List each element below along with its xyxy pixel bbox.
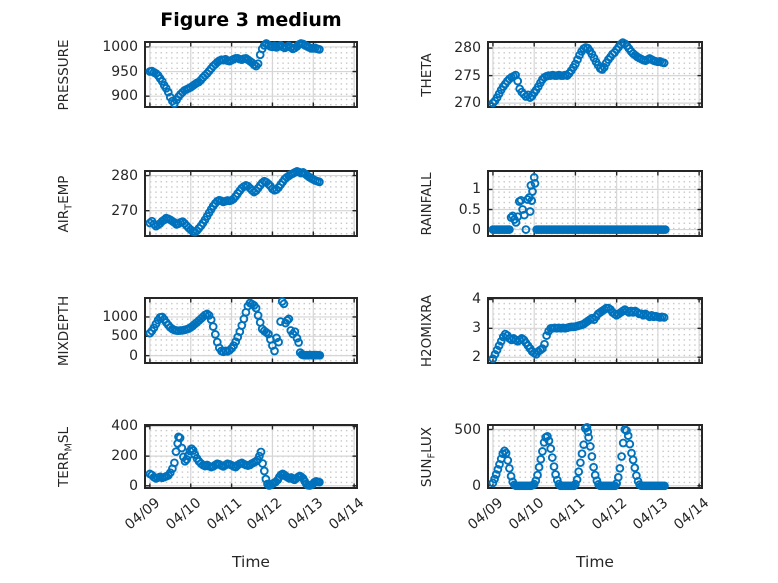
x-tick-label: 04/09 [121, 495, 164, 534]
y-tick-label: 900 [111, 88, 138, 105]
plot-area-mixdepth [144, 297, 358, 364]
y-tick-label: 280 [111, 167, 138, 184]
x-tick-label: 04/12 [244, 495, 286, 534]
y-axis-label-sun-flux: SUNFLUX [419, 426, 438, 487]
plot-area-theta [487, 38, 703, 108]
x-axis-label-right: Time [576, 553, 614, 571]
scatter-markers-pressure [144, 39, 358, 108]
plot-area-sun-flux [487, 422, 703, 491]
y-tick-label: 950 [111, 63, 138, 80]
y-tick-label: 1000 [102, 38, 138, 55]
x-tick-label: 04/10 [162, 495, 205, 534]
scatter-markers-mixdepth [144, 297, 358, 364]
y-tick-label: 280 [454, 40, 481, 57]
x-tick-label: 04/13 [285, 495, 327, 534]
y-axis-label-terr-msl: TERRMSL [56, 426, 75, 487]
y-tick-label: 400 [111, 418, 138, 435]
x-tick-label: 04/12 [588, 495, 630, 534]
x-tick-label: 04/14 [326, 495, 368, 534]
plot-area-terr-msl [144, 424, 358, 490]
y-tick-label: 0 [129, 347, 138, 364]
y-tick-label: 4 [472, 291, 481, 308]
y-tick-label: 200 [111, 448, 138, 465]
scatter-markers-terr-msl [144, 424, 358, 490]
x-tick-label: 04/13 [629, 495, 672, 534]
x-tick-label: 04/09 [465, 495, 507, 534]
y-tick-label: 0 [472, 477, 481, 494]
y-tick-label: 270 [454, 95, 481, 112]
y-axis-label-pressure: PRESSURE [56, 39, 72, 110]
x-tick-label: 04/10 [506, 495, 548, 534]
y-tick-label: 500 [454, 421, 481, 438]
y-tick-label: 270 [111, 202, 138, 219]
y-tick-label: 1 [472, 181, 481, 198]
plot-area-air-temp [144, 167, 358, 237]
y-tick-label: 275 [454, 67, 481, 84]
plot-area-h2omixra [487, 297, 703, 364]
y-tick-label: 3 [472, 320, 481, 337]
scatter-markers-air-temp [144, 167, 358, 237]
scatter-markers-rainfall [487, 170, 703, 237]
x-tick-label: 04/11 [547, 495, 589, 534]
scatter-markers-h2omixra [487, 297, 703, 364]
y-tick-label: 500 [111, 328, 138, 345]
figure-title: Figure 3 medium [160, 9, 342, 31]
y-axis-label-mixdepth: MIXDEPTH [56, 295, 72, 366]
scatter-markers-sun-flux [487, 422, 703, 491]
plot-area-pressure [144, 39, 358, 108]
plot-area-rainfall [487, 170, 703, 237]
y-axis-label-air-temp: AIRTEMP [56, 175, 75, 232]
x-axis-label-left: Time [232, 553, 270, 571]
y-tick-label: 0.5 [458, 201, 481, 218]
y-tick-label: 2 [472, 349, 481, 366]
y-tick-label: 0 [472, 221, 481, 238]
y-tick-label: 1000 [102, 308, 138, 325]
x-tick-label: 04/14 [671, 495, 713, 534]
scatter-markers-theta [487, 38, 703, 108]
y-tick-label: 0 [129, 477, 138, 494]
